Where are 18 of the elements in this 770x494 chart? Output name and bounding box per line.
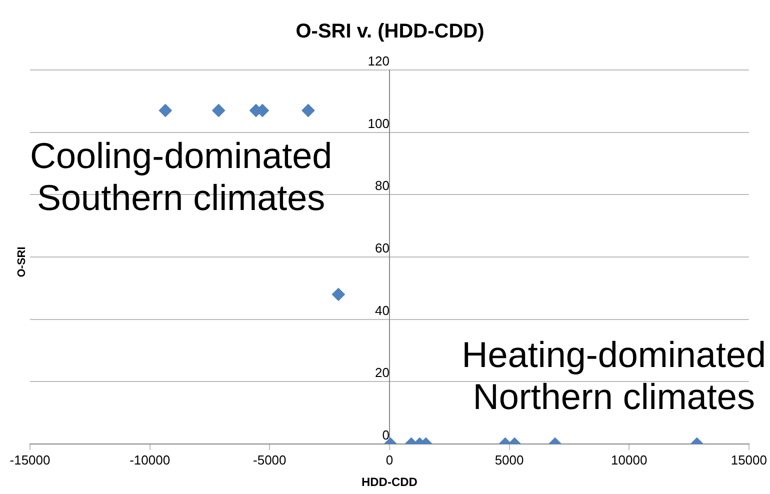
y-tick-label: 100 <box>368 116 390 131</box>
chart-title: O-SRI v. (HDD-CDD) <box>296 20 484 43</box>
x-tick-label: -5000 <box>253 452 286 468</box>
y-tick-label: 40 <box>374 302 390 318</box>
x-tick-label: -15000 <box>10 452 50 468</box>
y-tick-label: 60 <box>374 240 390 256</box>
y-tick-label: 120 <box>368 54 390 69</box>
x-tick-label: 10000 <box>611 452 648 468</box>
x-axis-title: HDD-CDD <box>361 475 418 490</box>
y-axis-title: O-SRI <box>16 246 28 278</box>
x-tick-label: 5000 <box>494 452 524 468</box>
y-tick-label: 0 <box>382 428 390 443</box>
annotation: Heating-dominated Northern climates <box>462 334 766 418</box>
annotation: Cooling-dominated Southern climates <box>30 135 332 219</box>
x-tick-label: -10000 <box>130 452 170 468</box>
y-tick-label: 80 <box>374 178 390 194</box>
x-tick-label: 15000 <box>730 452 768 468</box>
y-tick-label: 20 <box>374 365 390 380</box>
